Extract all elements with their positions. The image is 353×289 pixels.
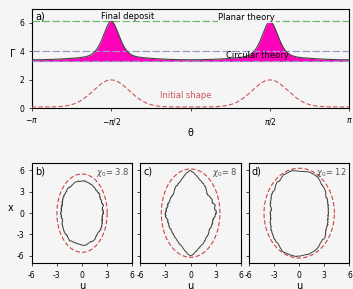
Text: $\chi_0$= 3.8: $\chi_0$= 3.8 — [96, 166, 129, 179]
Text: d): d) — [252, 166, 262, 176]
Y-axis label: Γ: Γ — [10, 49, 15, 59]
Y-axis label: x: x — [8, 203, 14, 213]
X-axis label: u: u — [296, 281, 302, 289]
X-axis label: u: u — [79, 281, 85, 289]
X-axis label: θ: θ — [188, 128, 193, 138]
Text: Circular theory: Circular theory — [226, 51, 289, 60]
Text: c): c) — [143, 166, 152, 176]
Text: Planar theory: Planar theory — [219, 13, 275, 22]
Text: $\chi_0$= 12: $\chi_0$= 12 — [316, 166, 346, 179]
Text: $\chi_0$= 8: $\chi_0$= 8 — [212, 166, 238, 179]
Text: b): b) — [35, 166, 45, 176]
Text: Final deposit: Final deposit — [101, 12, 154, 21]
X-axis label: u: u — [187, 281, 194, 289]
Text: Initial shape: Initial shape — [160, 91, 212, 101]
Text: a): a) — [35, 12, 45, 22]
